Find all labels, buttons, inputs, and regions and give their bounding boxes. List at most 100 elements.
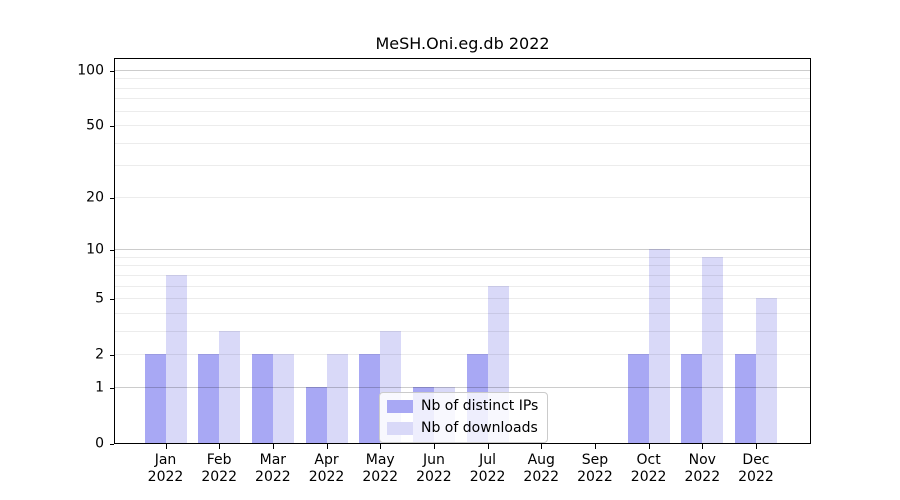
major-gridline-1 — [115, 386, 810, 388]
minor-gridline-4 — [115, 312, 810, 314]
x-axis-tick-jul — [487, 444, 489, 449]
legend-item-distinct-ips: Nb of distinct IPs — [387, 398, 538, 414]
chart-title: MeSH.Oni.eg.db 2022 — [375, 34, 550, 53]
minor-gridline-5 — [115, 298, 810, 300]
x-axis-tick-sep — [594, 444, 596, 449]
x-axis-tick-feb — [219, 444, 221, 449]
minor-gridline-8 — [115, 265, 810, 267]
minor-gridline-3 — [115, 330, 810, 332]
x-tick-label-year: 2022 — [362, 469, 399, 485]
x-axis-tick-jan — [165, 444, 167, 449]
y-axis-tick-20 — [110, 197, 114, 199]
x-tick-label-month: Aug — [527, 452, 555, 468]
bar-nb-of-distinct-ips-apr — [305, 386, 327, 443]
y-tick-label-50: 50 — [86, 117, 104, 134]
x-tick-label-year: 2022 — [684, 469, 721, 485]
x-tick-label-year: 2022 — [577, 469, 613, 485]
x-tick-label-month: May — [365, 452, 395, 468]
y-tick-label-2: 2 — [95, 346, 104, 363]
x-tick-label-year: 2022 — [523, 469, 560, 485]
x-tick-label-month: Jan — [154, 452, 177, 468]
x-tick-label-month: Oct — [636, 452, 661, 468]
x-tick-label-year: 2022 — [201, 469, 237, 485]
x-tick-label-sep: Sep 2022 — [577, 452, 613, 486]
x-tick-label-jun: Jun 2022 — [416, 452, 452, 486]
y-tick-label-100: 100 — [77, 62, 104, 79]
x-axis-tick-jun — [433, 444, 435, 449]
x-axis-tick-dec — [755, 444, 757, 449]
y-tick-label-10: 10 — [86, 241, 104, 258]
x-tick-label-year: 2022 — [738, 469, 774, 485]
legend: Nb of distinct IPs Nb of downloads — [379, 392, 549, 443]
y-axis-tick-5 — [110, 299, 114, 301]
x-tick-label-month: Mar — [259, 452, 287, 468]
y-axis-tick-2 — [110, 355, 114, 357]
minor-gridline-50 — [115, 125, 810, 127]
y-tick-label-0: 0 — [95, 435, 104, 452]
x-tick-label-mar: Mar 2022 — [255, 452, 291, 486]
major-gridline-10 — [115, 249, 810, 251]
x-tick-label-month: Sep — [581, 452, 609, 468]
x-tick-label-month: Apr — [314, 452, 339, 468]
x-tick-label-month: Jul — [479, 452, 497, 468]
x-tick-label-year: 2022 — [416, 469, 452, 485]
legend-swatch-distinct-ips-icon — [387, 399, 413, 413]
x-tick-label-may: May 2022 — [362, 452, 398, 486]
bar-nb-of-downloads-dec — [755, 298, 777, 443]
legend-label-downloads: Nb of downloads — [421, 420, 538, 436]
bar-nb-of-downloads-mar — [272, 354, 294, 443]
y-axis-tick-1 — [110, 387, 114, 389]
y-tick-label-5: 5 — [95, 290, 104, 307]
x-axis-tick-oct — [648, 444, 650, 449]
minor-gridline-40 — [115, 142, 810, 144]
minor-gridline-6 — [115, 285, 810, 287]
x-tick-label-nov: Nov 2022 — [684, 452, 720, 486]
x-axis-tick-nov — [702, 444, 704, 449]
x-tick-label-year: 2022 — [255, 469, 291, 485]
bar-nb-of-distinct-ips-nov — [681, 354, 703, 443]
x-tick-label-month: Feb — [206, 452, 232, 468]
x-tick-label-year: 2022 — [469, 469, 506, 485]
bar-nb-of-distinct-ips-may — [359, 354, 381, 443]
legend-label-distinct-ips: Nb of distinct IPs — [421, 398, 539, 414]
x-tick-label-oct: Oct 2022 — [631, 452, 667, 486]
y-axis-tick-10 — [110, 250, 114, 252]
bar-nb-of-distinct-ips-oct — [627, 354, 649, 443]
x-axis-tick-mar — [272, 444, 274, 449]
x-tick-label-month: Dec — [742, 452, 770, 468]
y-tick-label-1: 1 — [95, 379, 104, 396]
y-axis-tick-50 — [110, 126, 114, 128]
x-tick-label-year: 2022 — [308, 469, 345, 485]
x-tick-label-feb: Feb 2022 — [201, 452, 237, 486]
bar-nb-of-distinct-ips-jan — [144, 354, 166, 443]
minor-gridline-80 — [115, 87, 810, 89]
x-axis-tick-may — [380, 444, 382, 449]
x-tick-label-month: Jun — [422, 452, 445, 468]
bar-nb-of-downloads-feb — [219, 330, 241, 443]
y-axis-tick-0 — [110, 444, 114, 445]
legend-swatch-downloads-icon — [387, 421, 413, 435]
minor-gridline-60 — [115, 110, 810, 112]
x-tick-label-aug: Aug 2022 — [523, 452, 559, 486]
bar-nb-of-distinct-ips-mar — [251, 354, 273, 443]
x-tick-label-apr: Apr 2022 — [309, 452, 345, 486]
bar-nb-of-downloads-apr — [326, 354, 348, 443]
minor-gridline-2 — [115, 354, 810, 356]
plot-area — [114, 58, 811, 444]
x-axis-tick-aug — [541, 444, 543, 449]
bar-nb-of-distinct-ips-feb — [198, 354, 220, 443]
y-tick-label-20: 20 — [86, 189, 104, 206]
x-tick-label-jan: Jan 2022 — [148, 452, 184, 486]
x-axis-tick-apr — [326, 444, 328, 449]
x-tick-label-jul: Jul 2022 — [470, 452, 506, 486]
y-axis-tick-100 — [110, 71, 114, 72]
minor-gridline-9 — [115, 256, 810, 258]
bar-nb-of-downloads-oct — [648, 249, 670, 443]
x-tick-label-month: Nov — [688, 452, 716, 468]
minor-gridline-7 — [115, 274, 810, 276]
minor-gridline-30 — [115, 165, 810, 167]
legend-item-downloads: Nb of downloads — [387, 420, 538, 436]
bar-nb-of-downloads-nov — [702, 256, 724, 443]
bar-nb-of-distinct-ips-dec — [734, 354, 756, 443]
